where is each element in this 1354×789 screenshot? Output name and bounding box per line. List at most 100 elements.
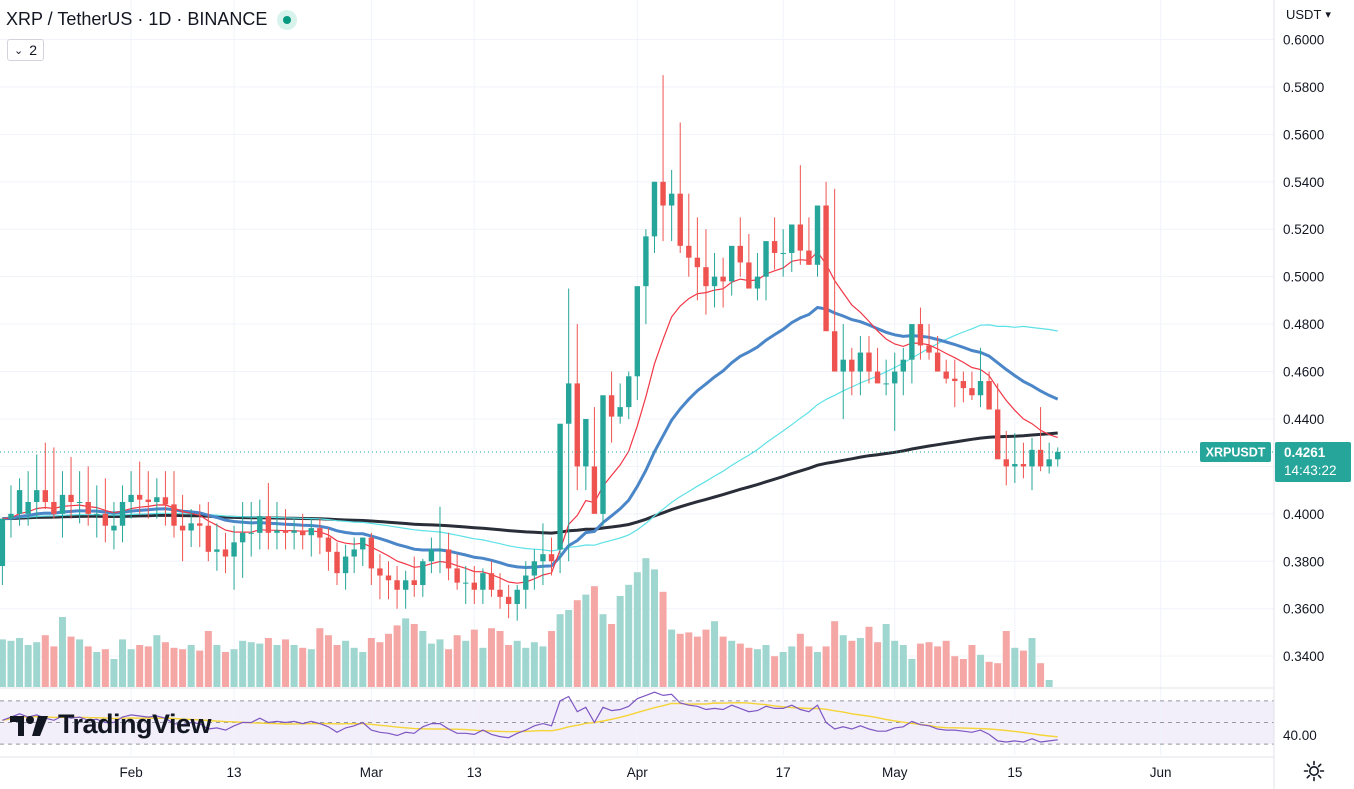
tradingview-logo[interactable]: TradingView	[8, 709, 212, 740]
candle	[969, 371, 975, 401]
candle-body	[248, 532, 254, 534]
candle-body	[831, 331, 838, 372]
candle	[274, 501, 280, 550]
volume-bar	[676, 633, 684, 687]
candle	[934, 335, 941, 372]
volume-bar	[693, 636, 701, 687]
time-tick-label: Jun	[1150, 765, 1172, 780]
volume-bar	[239, 640, 247, 687]
volume-bar	[736, 643, 744, 687]
symbol-title[interactable]: XRP / TetherUS · 1D · BINANCE	[6, 9, 268, 29]
volume-bar	[393, 625, 401, 687]
candle-body	[471, 582, 477, 590]
candle	[754, 252, 761, 301]
candle-body	[274, 530, 280, 533]
candle	[617, 383, 623, 424]
candle	[849, 347, 855, 396]
volume-bar	[470, 629, 478, 687]
candle	[282, 509, 289, 550]
volume-bar	[273, 645, 281, 687]
candle-body	[608, 395, 615, 417]
candle-body	[497, 589, 503, 597]
candle-body	[909, 324, 915, 360]
volume-bar	[427, 643, 435, 687]
candle	[651, 181, 658, 253]
candle	[102, 478, 109, 543]
candle-body	[197, 523, 203, 526]
volume-bar	[282, 639, 290, 687]
candle-body	[445, 549, 452, 569]
currency-select[interactable]: USDT ▾	[1286, 7, 1331, 22]
volume-bar	[462, 640, 470, 687]
candle	[668, 169, 675, 242]
candle	[480, 568, 486, 604]
volume-bar	[24, 645, 32, 687]
volume-bar	[67, 636, 75, 687]
candle-body	[952, 378, 958, 382]
candle-body	[505, 596, 512, 604]
volume-bar	[711, 621, 719, 687]
volume-bar	[616, 596, 624, 687]
volume-bar	[728, 640, 736, 687]
candle-body	[385, 575, 392, 581]
volume-bar	[659, 591, 667, 687]
volume-bar	[1019, 650, 1027, 687]
candle	[463, 566, 469, 604]
collapse-indicators-button[interactable]: ⌄ 2	[7, 39, 44, 61]
candle	[626, 371, 632, 419]
candle-body	[334, 551, 340, 574]
candle-body	[308, 528, 314, 536]
candle-body	[574, 383, 580, 467]
candle	[986, 371, 992, 410]
candle-body	[94, 513, 100, 515]
gear-icon[interactable]	[1302, 759, 1326, 783]
candle	[59, 471, 66, 538]
volume-bar	[221, 652, 229, 687]
candle-body	[686, 245, 692, 258]
volume-bar	[119, 639, 127, 687]
price-tick-label: 0.5200	[1283, 222, 1324, 237]
candle-body	[420, 561, 426, 586]
volume-bar	[548, 631, 556, 687]
candle	[960, 371, 967, 403]
volume-bar	[33, 642, 41, 687]
candle-body	[300, 530, 306, 536]
candle-body	[651, 181, 658, 237]
logo-text: TradingView	[58, 709, 212, 739]
volume-bar	[994, 663, 1002, 687]
indicator-count: 2	[29, 42, 37, 58]
volume-bar	[908, 659, 916, 687]
volume-bar	[436, 639, 444, 687]
candle	[634, 286, 641, 401]
candle-body	[154, 497, 160, 502]
candle-body	[368, 537, 375, 569]
candle	[686, 193, 692, 277]
volume-bar	[977, 654, 985, 687]
volume-bar	[376, 642, 384, 687]
volume-bar	[264, 638, 272, 687]
candle	[222, 532, 229, 574]
candle	[325, 528, 332, 571]
candle-body	[540, 554, 546, 562]
candle-body	[59, 494, 66, 514]
candle-body	[480, 573, 486, 590]
candle	[85, 466, 91, 526]
volume-bar	[779, 652, 787, 687]
volume-bar	[805, 646, 813, 687]
candle-body	[488, 573, 495, 590]
candle-body	[34, 490, 40, 502]
volume-bar	[0, 639, 6, 687]
candle	[119, 485, 126, 543]
candle-body	[523, 575, 529, 590]
candle	[994, 383, 1001, 460]
candle-body	[926, 345, 932, 353]
candle-body	[583, 418, 589, 467]
candle	[874, 347, 881, 384]
volume-bar	[324, 635, 332, 687]
candle	[377, 554, 383, 600]
candle-body	[565, 383, 572, 424]
candle	[583, 418, 589, 491]
candle-body	[892, 371, 898, 384]
candle-body	[145, 499, 151, 502]
